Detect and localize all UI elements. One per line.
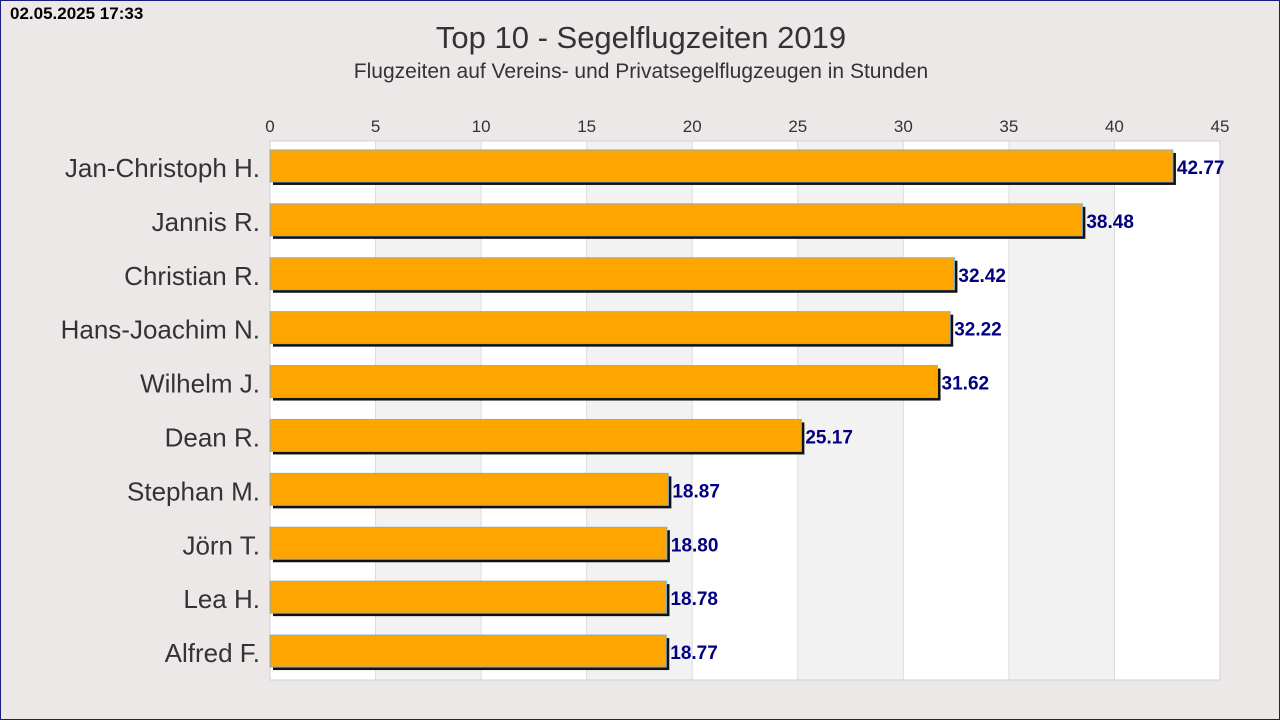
category-label: Jannis R.: [152, 207, 260, 237]
x-tick-label: 25: [788, 117, 807, 136]
value-label: 31.62: [942, 374, 990, 395]
value-label: 32.42: [958, 266, 1006, 287]
category-label: Jörn T.: [182, 530, 260, 560]
bar: [269, 311, 951, 345]
category-label: Christian R.: [124, 261, 260, 291]
x-tick-label: 10: [472, 117, 491, 136]
x-tick-label: 35: [999, 117, 1018, 136]
category-label: Alfred F.: [165, 638, 260, 668]
bar: [269, 526, 668, 560]
chart-title: Top 10 - Segelflugzeiten 2019: [435, 20, 847, 55]
x-tick-label: 15: [577, 117, 596, 136]
category-label: Lea H.: [183, 584, 260, 614]
x-tick-label: 40: [1105, 117, 1124, 136]
bar: [269, 203, 1083, 237]
bar: [269, 472, 669, 506]
bar: [269, 257, 955, 291]
x-tick-label: 0: [265, 117, 274, 136]
plot-area-border: [269, 140, 1221, 681]
x-tick-label: 45: [1211, 117, 1230, 136]
value-label: 18.77: [670, 643, 718, 664]
category-label: Wilhelm J.: [140, 369, 260, 399]
category-label: Hans-Joachim N.: [61, 315, 260, 345]
x-tick-label: 30: [894, 117, 913, 136]
bar: [269, 365, 939, 399]
value-label: 25.17: [805, 427, 853, 448]
category-label: Jan-Christoph H.: [65, 153, 260, 183]
value-label: 18.87: [672, 481, 720, 502]
bar: [269, 634, 667, 668]
value-label: 18.80: [671, 535, 719, 556]
timestamp: 02.05.2025 17:33: [10, 4, 144, 23]
x-tick-label: 20: [683, 117, 702, 136]
value-label: 38.48: [1086, 212, 1134, 233]
bar: [269, 418, 802, 452]
plot-band: [1114, 141, 1220, 680]
value-label: 18.78: [670, 589, 718, 610]
chart-subtitle: Flugzeiten auf Vereins- und Privatsegelf…: [353, 60, 929, 83]
bar: [269, 580, 667, 614]
value-label: 42.77: [1177, 158, 1225, 179]
category-label: Dean R.: [165, 422, 260, 452]
value-label: 32.22: [954, 320, 1002, 341]
bar: [269, 149, 1174, 183]
x-tick-label: 5: [371, 117, 380, 136]
category-label: Stephan M.: [127, 476, 260, 506]
